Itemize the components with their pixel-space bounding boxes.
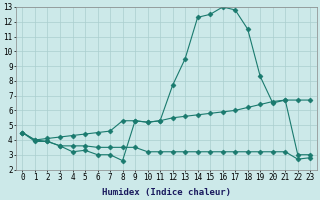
- X-axis label: Humidex (Indice chaleur): Humidex (Indice chaleur): [102, 188, 231, 197]
